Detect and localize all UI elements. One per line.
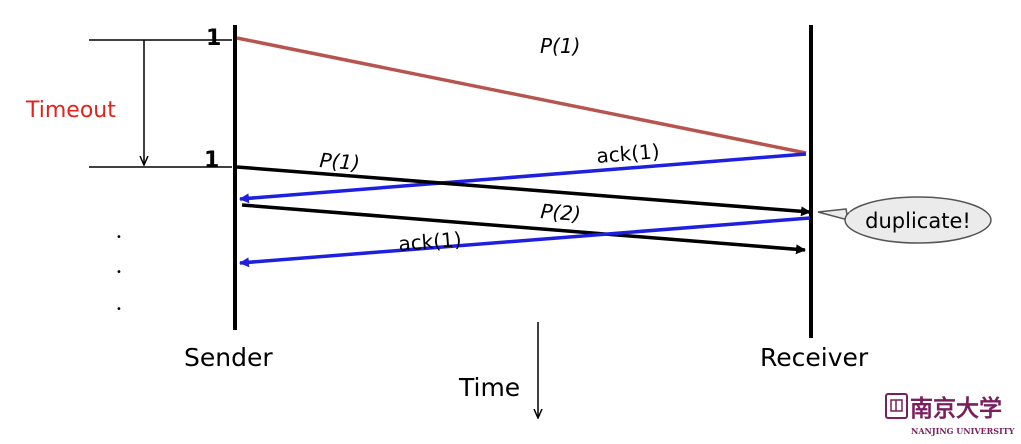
sender-tick-2: 1	[204, 148, 219, 173]
packet-p2-label: P(2)	[540, 199, 582, 226]
ellipsis-dot-3: •	[116, 304, 122, 315]
sender-label: Sender	[184, 343, 273, 372]
timeout-label: Timeout	[25, 98, 116, 123]
ack1-first-label: ack(1)	[596, 139, 661, 168]
time-label: Time	[458, 373, 520, 402]
duplicate-callout-bubble	[844, 196, 992, 244]
ellipsis-dot-2: •	[116, 267, 122, 278]
university-name-chinese: 南京大学	[910, 395, 1002, 422]
receiver-label: Receiver	[760, 343, 869, 372]
ellipsis-dot-1: •	[116, 232, 122, 243]
university-logo: 南京大学 NANJING UNIVERSITY	[885, 393, 1015, 436]
first-packet-p1-line	[236, 36, 807, 155]
packet-p2-line	[241, 203, 806, 255]
ack1-first-line	[239, 152, 807, 204]
sender-tick-1: 1	[206, 26, 221, 51]
resent-packet-p1-line	[236, 165, 811, 217]
first-packet-p1-label: P(1)	[540, 34, 580, 58]
duplicate-callout-pointer	[817, 208, 849, 222]
ack1-second-line	[239, 216, 811, 268]
duplicate-callout-text: duplicate!	[865, 209, 971, 233]
university-seal-icon	[885, 393, 908, 419]
university-name-english: NANJING UNIVERSITY	[911, 426, 1015, 436]
ack1-second-label: ack(1)	[398, 227, 463, 256]
resent-packet-p1-label: P(1)	[319, 148, 361, 175]
